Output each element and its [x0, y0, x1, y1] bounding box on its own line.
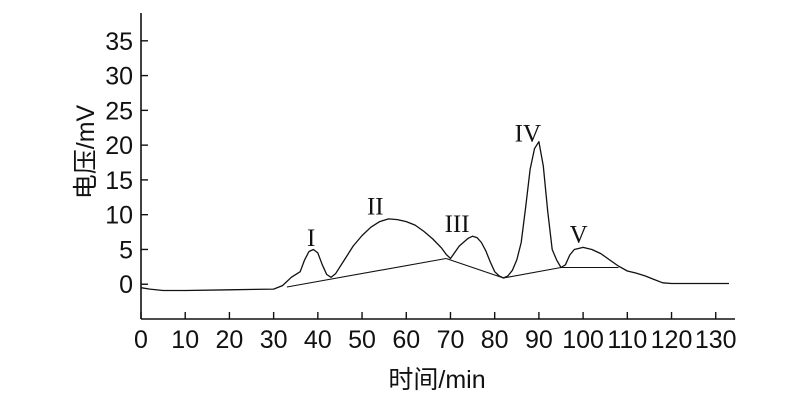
- x-tick-label: 50: [348, 326, 376, 354]
- y-tick-label: 5: [119, 236, 133, 264]
- y-tick-label: 20: [105, 132, 133, 160]
- peak-label: II: [367, 194, 384, 221]
- peak-label: V: [570, 222, 588, 249]
- y-axis-title: 电压/mV: [72, 104, 100, 199]
- peak-label: I: [307, 225, 315, 252]
- peak-baseline: [445, 257, 504, 279]
- y-tick-label: 30: [105, 63, 133, 91]
- traces: [140, 141, 729, 292]
- x-tick-label: 70: [437, 326, 465, 354]
- x-tick-label: 40: [304, 326, 332, 354]
- peak-baselines: [286, 257, 619, 288]
- x-axis-title: 时间/min: [388, 366, 485, 394]
- peak-label: IV: [515, 121, 541, 148]
- peak-baseline: [503, 266, 562, 279]
- x-tick-label: 20: [216, 326, 244, 354]
- y-tick-label: 15: [105, 167, 133, 195]
- chromatogram-trace: [140, 141, 729, 292]
- x-tick-label: 90: [525, 326, 553, 354]
- x-tick-label: 60: [392, 326, 420, 354]
- x-tick-label: 110: [607, 326, 647, 354]
- x-tick-label: 100: [562, 326, 604, 354]
- x-tick-label: 120: [651, 326, 693, 354]
- x-tick-label: 0: [134, 326, 148, 354]
- peak-label: III: [445, 211, 470, 238]
- y-tick-label: 10: [105, 202, 133, 230]
- x-tick-label: 80: [481, 326, 509, 354]
- y-tick-label: 0: [119, 271, 133, 299]
- x-tick-label: 30: [260, 326, 288, 354]
- y-tick-label: 35: [105, 28, 133, 56]
- peak-baseline: [286, 257, 447, 288]
- y-tick-label: 25: [105, 97, 133, 125]
- axes: 0 10 20 30 40 50 60 70 80 90 100 110 120 130 0 5 10 15 20 2…: [105, 13, 737, 354]
- x-tick-label: 130: [695, 326, 737, 354]
- x-tick-label: 10: [171, 326, 199, 354]
